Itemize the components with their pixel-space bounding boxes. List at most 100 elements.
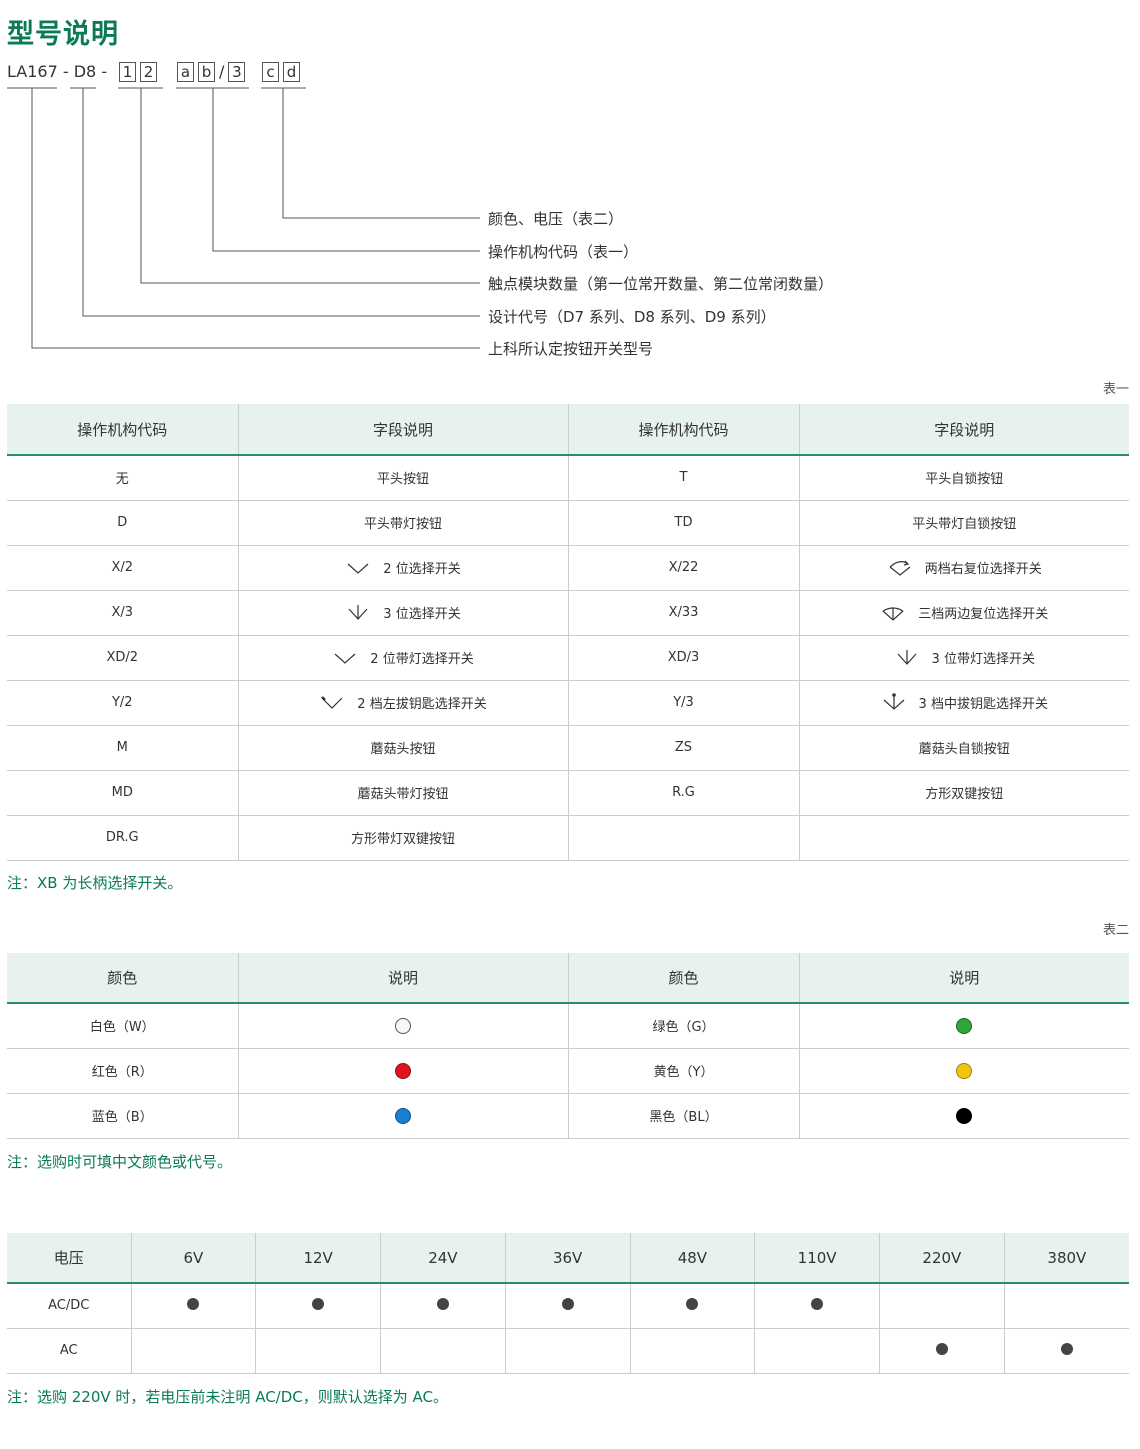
availability-cell — [380, 1328, 506, 1374]
desc-text: 蘑菇头自锁按钮 — [918, 742, 1010, 757]
table3-note: 注：选购 220V 时，若电压前未注明 AC/DC，则默认选择为 AC。 — [7, 1388, 448, 1406]
header-voltage-value: 380V — [1003, 1233, 1129, 1284]
desc-cell: 蘑菇头自锁按钮 — [798, 725, 1129, 771]
desc-cell: 方形双键按钮 — [798, 770, 1129, 816]
header-voltage-value: 220V — [879, 1233, 1005, 1284]
available-dot-icon — [312, 1297, 325, 1310]
desc-cell: 平头带灯自锁按钮 — [798, 500, 1129, 546]
header-desc: 字段说明 — [798, 404, 1129, 456]
page-title: 型号说明 — [7, 19, 119, 50]
header-voltage-value: 24V — [380, 1233, 506, 1284]
availability-cell — [380, 1283, 506, 1329]
current-type-cell: AC — [7, 1328, 131, 1374]
table-row: AC/DC — [7, 1283, 1129, 1329]
color-swatch-icon — [956, 1017, 973, 1034]
availability-cell — [629, 1283, 755, 1329]
label-model-type: 上科所认定按钮开关型号 — [488, 340, 654, 358]
header-code: 操作机构代码 — [567, 404, 799, 456]
table-row: Y/2 2 档左拔钥匙选择开关 Y/3 3 档中拔钥匙选择开关 — [7, 680, 1129, 726]
code-cell: M — [7, 725, 238, 771]
availability-cell — [629, 1328, 755, 1374]
color-name-cell: 绿色（G） — [567, 1003, 799, 1049]
availability-cell — [130, 1328, 256, 1374]
available-dot-icon — [561, 1297, 574, 1310]
code-cell: 无 — [7, 455, 238, 501]
desc-text: 蘑菇头带灯按钮 — [357, 787, 449, 802]
table-row: X/2 2 位选择开关 X/22 两档右复位选择开关 — [7, 545, 1129, 591]
desc-text: 平头带灯按钮 — [363, 517, 442, 532]
header-desc: 说明 — [798, 953, 1129, 1004]
code-cell: X/22 — [567, 545, 799, 591]
desc-cell: 三档两边复位选择开关 — [798, 590, 1129, 636]
available-dot-icon — [686, 1297, 699, 1310]
desc-text: 平头带灯自锁按钮 — [912, 517, 1017, 532]
fan-icon — [882, 606, 904, 621]
availability-cell — [754, 1328, 880, 1374]
desc-cell — [798, 815, 1129, 861]
table-row: D 平头带灯按钮 TD 平头带灯自锁按钮 — [7, 500, 1129, 546]
color-swatch-icon — [395, 1017, 411, 1034]
key-left-chevron-icon — [321, 695, 343, 709]
header-color: 颜色 — [7, 953, 238, 1004]
chevron-down-icon — [347, 563, 369, 574]
code-cell: D — [7, 500, 238, 546]
desc-cell: 2 位选择开关 — [237, 545, 568, 591]
desc-cell: 2 位带灯选择开关 — [237, 635, 568, 681]
desc-cell: 两档右复位选择开关 — [798, 545, 1129, 591]
label-color-voltage: 颜色、电压（表二） — [488, 210, 624, 228]
table-row: 红色（R） 黄色（Y） — [7, 1048, 1129, 1094]
label-contact-count: 触点模块数量（第一位常开数量、第二位常闭数量） — [488, 275, 834, 293]
available-dot-icon — [436, 1297, 449, 1310]
color-name-cell: 白色（W） — [7, 1003, 238, 1049]
availability-cell — [504, 1283, 630, 1329]
color-swatch-cell — [798, 1093, 1129, 1139]
code-cell — [567, 815, 799, 861]
color-swatch-icon — [395, 1062, 411, 1079]
desc-text: 3 位选择开关 — [383, 607, 461, 622]
desc-text: 两档右复位选择开关 — [924, 562, 1042, 577]
color-swatch-icon — [956, 1062, 973, 1079]
model-prefix: LA167 - D8 - — [7, 62, 108, 81]
color-swatch-icon — [956, 1107, 973, 1124]
desc-cell: 蘑菇头带灯按钮 — [237, 770, 568, 816]
availability-cell — [879, 1328, 1005, 1374]
desc-cell: 3 位选择开关 — [237, 590, 568, 636]
table-row: 蓝色（B） 黑色（BL） — [7, 1093, 1129, 1139]
availability-cell — [1003, 1283, 1129, 1329]
color-swatch-cell — [237, 1093, 568, 1139]
code-cell: TD — [567, 500, 799, 546]
color-swatch-icon — [395, 1107, 411, 1124]
desc-text: 平头按钮 — [376, 472, 429, 488]
availability-cell — [504, 1328, 630, 1374]
code-cell: Y/3 — [567, 680, 799, 726]
code-cell: MD — [7, 770, 238, 816]
header-voltage-value: 12V — [255, 1233, 381, 1284]
voltage-table: 电压 6V 12V 24V 36V 48V 110V 220V 380V AC/DC AC — [7, 1233, 1129, 1374]
availability-cell — [255, 1328, 381, 1374]
header-code: 操作机构代码 — [7, 404, 238, 456]
table-row: X/3 3 位选择开关 X/33 三档两边复位选择开关 — [7, 590, 1129, 636]
desc-text: 方形带灯双键按钮 — [350, 832, 455, 847]
desc-text: 2 位带灯选择开关 — [370, 652, 474, 667]
table-row: 无 平头按钮 T 平头自锁按钮 — [7, 455, 1129, 501]
desc-text: 平头自锁按钮 — [925, 472, 1004, 488]
mechanism-code-table: 操作机构代码 字段说明 操作机构代码 字段说明 无 平头按钮 T 平头自锁按钮 D 平头带… — [7, 404, 1129, 861]
code-cell: ZS — [567, 725, 799, 771]
header-color: 颜色 — [567, 953, 799, 1004]
color-swatch-cell — [237, 1003, 568, 1049]
current-type-cell: AC/DC — [7, 1283, 131, 1329]
label-mechanism-code: 操作机构代码（表一） — [488, 243, 639, 261]
availability-cell — [130, 1283, 256, 1329]
header-voltage-value: 6V — [130, 1233, 256, 1284]
code-cell: XD/2 — [7, 635, 238, 681]
mechanism-code-boxes: a b/3 — [177, 62, 249, 82]
model-code-diagram-lines — [7, 87, 480, 349]
header-voltage-value: 110V — [754, 1233, 880, 1284]
header-desc: 字段说明 — [237, 404, 568, 456]
color-swatch-cell — [798, 1048, 1129, 1094]
availability-cell — [255, 1283, 381, 1329]
arrow-down-icon — [348, 604, 368, 620]
key-center-arrow-icon — [883, 692, 904, 710]
